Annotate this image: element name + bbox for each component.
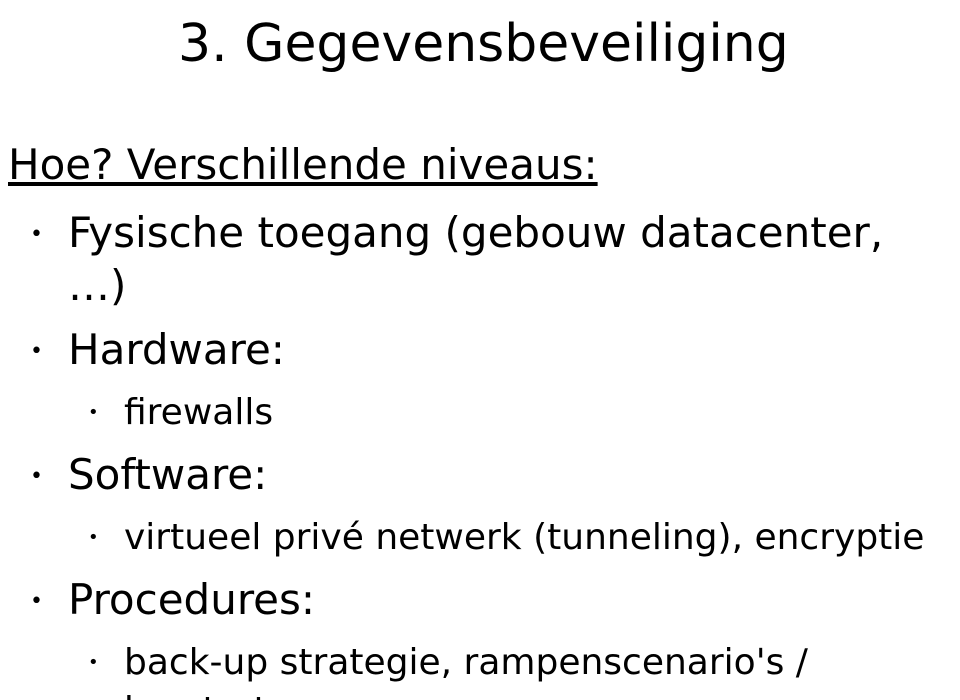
bullet-lvl2: virtueel privé netwerk (tunneling), encr…: [8, 514, 952, 563]
bullet-lvl2: firewalls: [8, 389, 952, 438]
slide-subhead: Hoe? Verschillende niveaus:: [8, 140, 952, 189]
slide: 3. Gegevensbeveiliging Hoe? Verschillend…: [0, 0, 960, 700]
bullet-lvl2: back-up strategie, rampenscenario's / he…: [8, 639, 952, 700]
bullet-lvl1: Procedures:: [8, 574, 952, 627]
slide-content: Hoe? Verschillende niveaus: Fysische toe…: [8, 140, 952, 700]
bullet-lvl1: Software:: [8, 449, 952, 502]
bullet-lvl1: Hardware:: [8, 324, 952, 377]
bullet-lvl1: Fysische toegang (gebouw datacenter, …): [8, 207, 952, 312]
slide-title: 3. Gegevensbeveiliging: [178, 14, 789, 74]
